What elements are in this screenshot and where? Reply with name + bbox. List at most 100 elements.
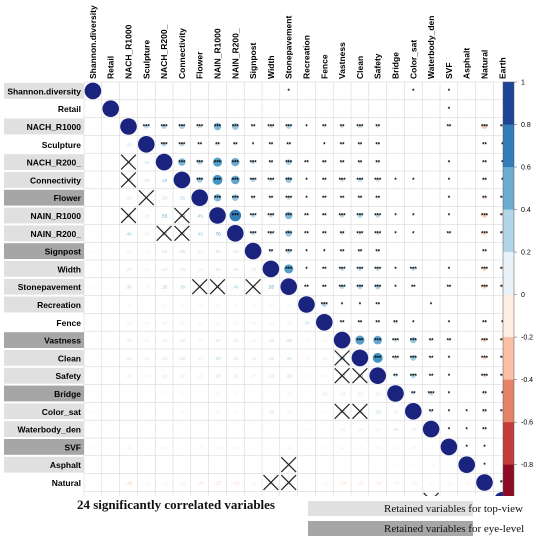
correlation-circle — [395, 126, 396, 127]
correlation-value: .03 — [286, 427, 293, 432]
row-label-highlight — [4, 403, 84, 420]
significance-stars: ** — [447, 285, 452, 291]
row-label-highlight — [4, 367, 84, 384]
significance-stars: *** — [481, 356, 489, 362]
correlation-value: -.01 — [89, 392, 97, 397]
correlation-circle — [286, 248, 292, 254]
significance-stars: ** — [269, 160, 274, 166]
row-label: NACH_R200_ — [27, 158, 82, 168]
correlation-circle — [340, 231, 344, 235]
correlation-value: .12 — [197, 320, 204, 325]
correlation-value: .02 — [90, 178, 97, 183]
row-label-highlight — [4, 189, 84, 206]
correlation-circle — [376, 125, 380, 128]
correlation-circle — [270, 90, 272, 92]
correlation-circle — [412, 108, 414, 110]
significance-stars: *** — [285, 267, 293, 273]
significance-stars: ** — [482, 427, 487, 433]
significance-stars: *** — [374, 214, 382, 220]
cross-mark — [334, 403, 350, 420]
correlation-circle — [252, 143, 254, 146]
correlation-circle — [288, 108, 290, 110]
correlation-value: .15 — [143, 285, 150, 290]
correlation-value: .07 — [232, 409, 239, 414]
correlation-circle — [429, 391, 434, 396]
significance-stars: *** — [356, 338, 364, 344]
significance-stars: ** — [375, 160, 380, 166]
correlation-value: .20 — [410, 427, 417, 432]
correlation-circle — [250, 213, 256, 218]
correlation-circle — [179, 123, 185, 130]
significance-stars: * — [448, 178, 451, 184]
significance-stars: *** — [481, 374, 489, 380]
correlation-value: .02 — [125, 409, 132, 414]
correlation-circle — [466, 410, 468, 412]
correlation-value: .08 — [375, 445, 382, 450]
significance-stars: *** — [178, 125, 186, 131]
correlation-value: -.02 — [142, 463, 150, 468]
significance-stars: *** — [339, 178, 347, 184]
cross-mark — [263, 474, 279, 491]
correlation-value: -.02 — [89, 320, 97, 325]
correlation-value: .07 — [232, 392, 239, 397]
correlation-value: .35 — [161, 285, 168, 290]
correlation-circle — [357, 213, 363, 218]
significance-stars: ** — [269, 143, 274, 149]
diagonal-circle — [316, 314, 333, 331]
correlation-value: .12 — [268, 320, 275, 325]
significance-stars: *** — [356, 232, 364, 238]
correlation-circle — [394, 285, 397, 288]
correlation-circle — [448, 214, 450, 217]
significance-stars: *** — [321, 303, 329, 309]
significance-stars: *** — [161, 143, 169, 149]
correlation-circle — [306, 108, 307, 110]
correlation-circle — [229, 209, 242, 222]
significance-stars: *** — [161, 125, 169, 131]
correlation-value: .08 — [143, 320, 150, 325]
colorbar-tick-label: -0.4 — [521, 377, 533, 384]
correlation-value: .01 — [143, 409, 150, 414]
correlation-value: .24 — [268, 374, 275, 379]
correlation-circle — [412, 126, 414, 127]
significance-stars: ** — [482, 392, 487, 398]
correlation-circle — [305, 179, 308, 181]
correlation-value: .09 — [250, 320, 257, 325]
correlation-circle — [430, 108, 432, 110]
correlation-value: -.04 — [214, 463, 222, 468]
column-label: Fence — [319, 54, 329, 79]
correlation-circle — [250, 177, 256, 183]
colorbar-segment — [503, 337, 514, 381]
significance-stars: *** — [356, 285, 364, 291]
correlation-value: .10 — [303, 356, 310, 361]
correlation-circle — [393, 356, 398, 360]
correlation-value: .06 — [321, 445, 328, 450]
significance-stars: ** — [375, 196, 380, 202]
correlation-value: -.18 — [392, 481, 400, 486]
correlation-circle — [305, 232, 308, 235]
significance-stars: * — [448, 356, 451, 362]
cross-mark — [245, 278, 261, 295]
correlation-circle — [161, 141, 167, 147]
correlation-circle — [395, 161, 396, 163]
correlation-circle — [395, 304, 396, 305]
correlation-value: .02 — [108, 356, 115, 361]
correlation-circle — [466, 393, 468, 394]
correlation-circle — [358, 196, 362, 199]
significance-stars: *** — [374, 178, 382, 184]
significance-stars: * — [448, 107, 451, 113]
significance-stars: *** — [410, 267, 418, 273]
correlation-value: .03 — [108, 125, 115, 130]
row-label-highlight — [4, 154, 84, 170]
significance-stars: *** — [285, 160, 293, 166]
significance-stars: * — [252, 143, 255, 149]
correlation-value: .06 — [268, 392, 275, 397]
colorbar-tick-label: -0.8 — [521, 462, 533, 469]
significance-stars: *** — [285, 178, 293, 184]
significance-stars: *** — [196, 125, 204, 131]
correlation-value: -.04 — [107, 427, 115, 432]
correlation-value: .30 — [214, 356, 221, 361]
correlation-circle — [251, 125, 255, 128]
significance-stars: * — [501, 160, 504, 166]
correlation-circle — [213, 122, 222, 131]
row-label-highlight — [4, 456, 84, 473]
